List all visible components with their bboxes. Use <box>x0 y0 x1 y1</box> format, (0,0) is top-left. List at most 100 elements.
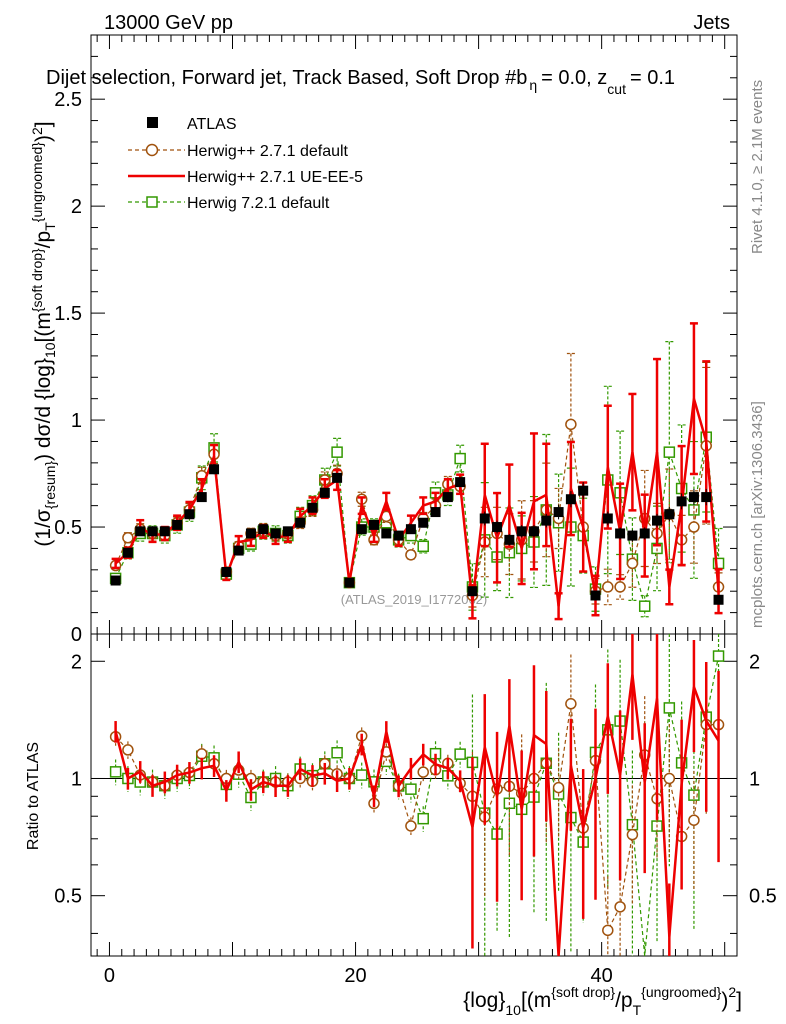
data-point <box>565 418 577 431</box>
x-axis-label: {log}10[(m{soft drop}/pT{ungroomed})2] <box>463 984 742 1018</box>
data-point <box>602 581 614 593</box>
legend-label-herwig-default: Herwig++ 2.7.1 default <box>187 143 349 160</box>
atlas-data-point <box>688 492 699 503</box>
ratio-point <box>712 650 725 662</box>
atlas-data-point <box>122 547 133 558</box>
atlas-data-point <box>492 522 503 533</box>
y-tick-label: 0.5 <box>54 517 82 539</box>
ratio-y-tick-label: 1 <box>71 768 82 790</box>
atlas-data-point <box>504 534 515 545</box>
ratio-point <box>602 924 614 937</box>
atlas-data-point <box>356 524 367 535</box>
atlas-data-point <box>369 519 380 530</box>
y-tick-label: 1 <box>71 410 82 432</box>
atlas-data-point <box>590 590 601 601</box>
atlas-data-point <box>418 517 429 528</box>
rivet-version-label: Rivet 4.1.0, ≥ 2.1M events <box>749 80 766 254</box>
atlas-data-point <box>516 526 527 537</box>
main-y-axis-label: (1/σ{resum}) dσ/d {log}10[(m{soft drop}/… <box>29 121 58 546</box>
data-point <box>454 452 466 465</box>
ratio-point <box>454 748 466 760</box>
legend-marker-herwig721 <box>146 196 158 208</box>
ratio-point <box>663 702 676 714</box>
ratio-line-herwig-default <box>115 703 719 933</box>
ratio-point <box>417 812 429 825</box>
data-point <box>417 540 429 553</box>
atlas-data-point <box>221 566 232 577</box>
atlas-data-point <box>282 526 293 537</box>
legend-label-atlas: ATLAS <box>187 116 237 133</box>
atlas-data-point <box>332 472 343 483</box>
ratio-point <box>688 789 700 801</box>
legend-marker-atlas <box>147 117 158 128</box>
atlas-data-point <box>110 575 121 586</box>
atlas-data-point <box>565 494 576 505</box>
atlas-data-point <box>442 492 453 503</box>
data-point <box>405 549 417 561</box>
ratio-point <box>122 744 134 756</box>
atlas-data-point <box>528 526 539 537</box>
ratio-point <box>663 772 676 785</box>
atlas-data-point <box>701 492 712 503</box>
ratio-point <box>405 820 417 832</box>
ratio-point <box>552 781 565 794</box>
atlas-data-point <box>135 526 146 537</box>
category-label: Jets <box>693 12 730 34</box>
analysis-watermark: (ATLAS_2019_I1772062) <box>341 592 487 607</box>
ratio-point <box>331 746 343 759</box>
ratio-y-tick-label: 0.5 <box>749 886 777 908</box>
atlas-data-point <box>295 517 306 528</box>
series-line-herwig721 <box>115 437 720 607</box>
ratio-point <box>405 783 417 795</box>
atlas-data-point <box>615 528 626 539</box>
y-tick-label: 2 <box>71 196 82 218</box>
atlas-data-point <box>319 487 330 498</box>
series-line-herwig-ueee5 <box>114 398 720 607</box>
atlas-data-point <box>233 545 244 556</box>
atlas-data-point <box>270 528 281 539</box>
atlas-data-point <box>467 586 478 597</box>
data-point <box>626 557 639 570</box>
ratio-point <box>355 769 368 781</box>
atlas-data-point <box>676 496 687 507</box>
atlas-data-point <box>652 515 663 526</box>
atlas-data-point <box>258 524 269 535</box>
legend-label-herwig-ueee5: Herwig++ 2.7.1 UE-EE-5 <box>187 169 363 186</box>
ratio-point <box>417 766 429 778</box>
y-tick-label: 0 <box>71 624 82 646</box>
atlas-data-point <box>479 513 490 524</box>
atlas-data-point <box>209 464 220 475</box>
series-layer <box>109 322 725 957</box>
data-point <box>663 446 676 458</box>
data-point <box>331 446 343 458</box>
x-tick-label: 0 <box>104 965 115 987</box>
atlas-data-point <box>430 507 441 518</box>
ratio-point <box>688 814 700 826</box>
x-tick-label: 20 <box>344 965 366 987</box>
atlas-data-point <box>627 530 638 541</box>
ratio-y-axis-label: Ratio to ATLAS <box>25 742 42 850</box>
ratio-point <box>565 698 577 710</box>
data-point <box>614 581 626 593</box>
atlas-data-point <box>344 577 355 588</box>
atlas-data-point <box>713 594 724 605</box>
energy-label: 13000 GeV pp <box>104 12 233 34</box>
legend: ATLAS Herwig++ 2.7.1 default Herwig++ 2.… <box>128 116 363 212</box>
main-axis-ticks: 0.5 1 1.5 2 2.5 0 <box>54 34 737 646</box>
data-point <box>122 531 134 544</box>
plot-title: Dijet selection, Forward jet, Track Base… <box>46 67 675 97</box>
data-point <box>688 521 700 533</box>
y-tick-label: 1.5 <box>54 303 82 325</box>
atlas-data-point <box>307 502 318 513</box>
data-point <box>638 600 651 612</box>
atlas-data-point <box>639 528 650 539</box>
legend-marker-herwig-default <box>145 143 159 157</box>
ratio-line-herwig-ueee5 <box>114 674 720 957</box>
series-line-herwig-default <box>115 424 720 596</box>
atlas-data-point <box>578 485 589 496</box>
atlas-data-point <box>159 526 170 537</box>
atlas-data-point <box>541 515 552 526</box>
atlas-data-point <box>147 526 158 537</box>
ratio-y-tick-label: 2 <box>71 651 82 673</box>
